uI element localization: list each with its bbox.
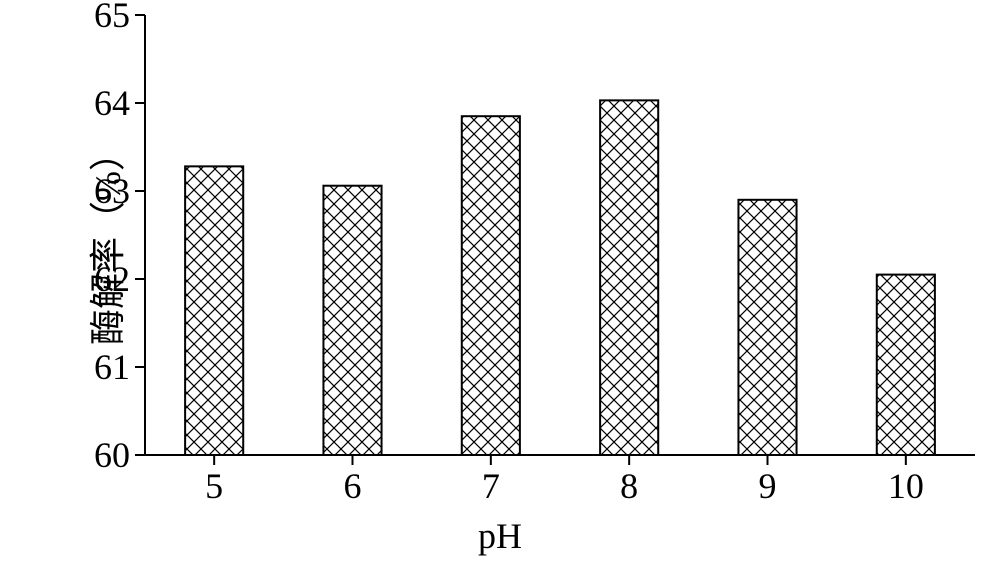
chart-container: 酶解率（%） pH 60 61 62 63 64 65 5 6 7 8 9 10 [0,0,1000,561]
x-tick-label: 10 [888,465,924,507]
bar [323,186,381,455]
x-tick-label: 8 [620,465,638,507]
y-tick-label: 65 [70,0,130,36]
x-tick-label: 7 [482,465,500,507]
bar [185,166,243,455]
x-tick-label: 5 [205,465,223,507]
y-tick-label: 63 [70,170,130,212]
bar [738,200,796,455]
bar [877,275,935,455]
x-tick-label: 6 [344,465,362,507]
y-axis-title: 酶解率（%） [79,135,131,345]
y-tick-label: 60 [70,434,130,476]
axes-group [135,15,975,465]
plot-area [145,15,975,455]
bars-group [185,100,935,455]
y-tick-label: 61 [70,346,130,388]
y-tick-label: 64 [70,82,130,124]
bar [462,116,520,455]
x-tick-label: 9 [759,465,777,507]
x-axis-title: pH [478,515,522,557]
y-tick-label: 62 [70,258,130,300]
bar [600,100,658,455]
